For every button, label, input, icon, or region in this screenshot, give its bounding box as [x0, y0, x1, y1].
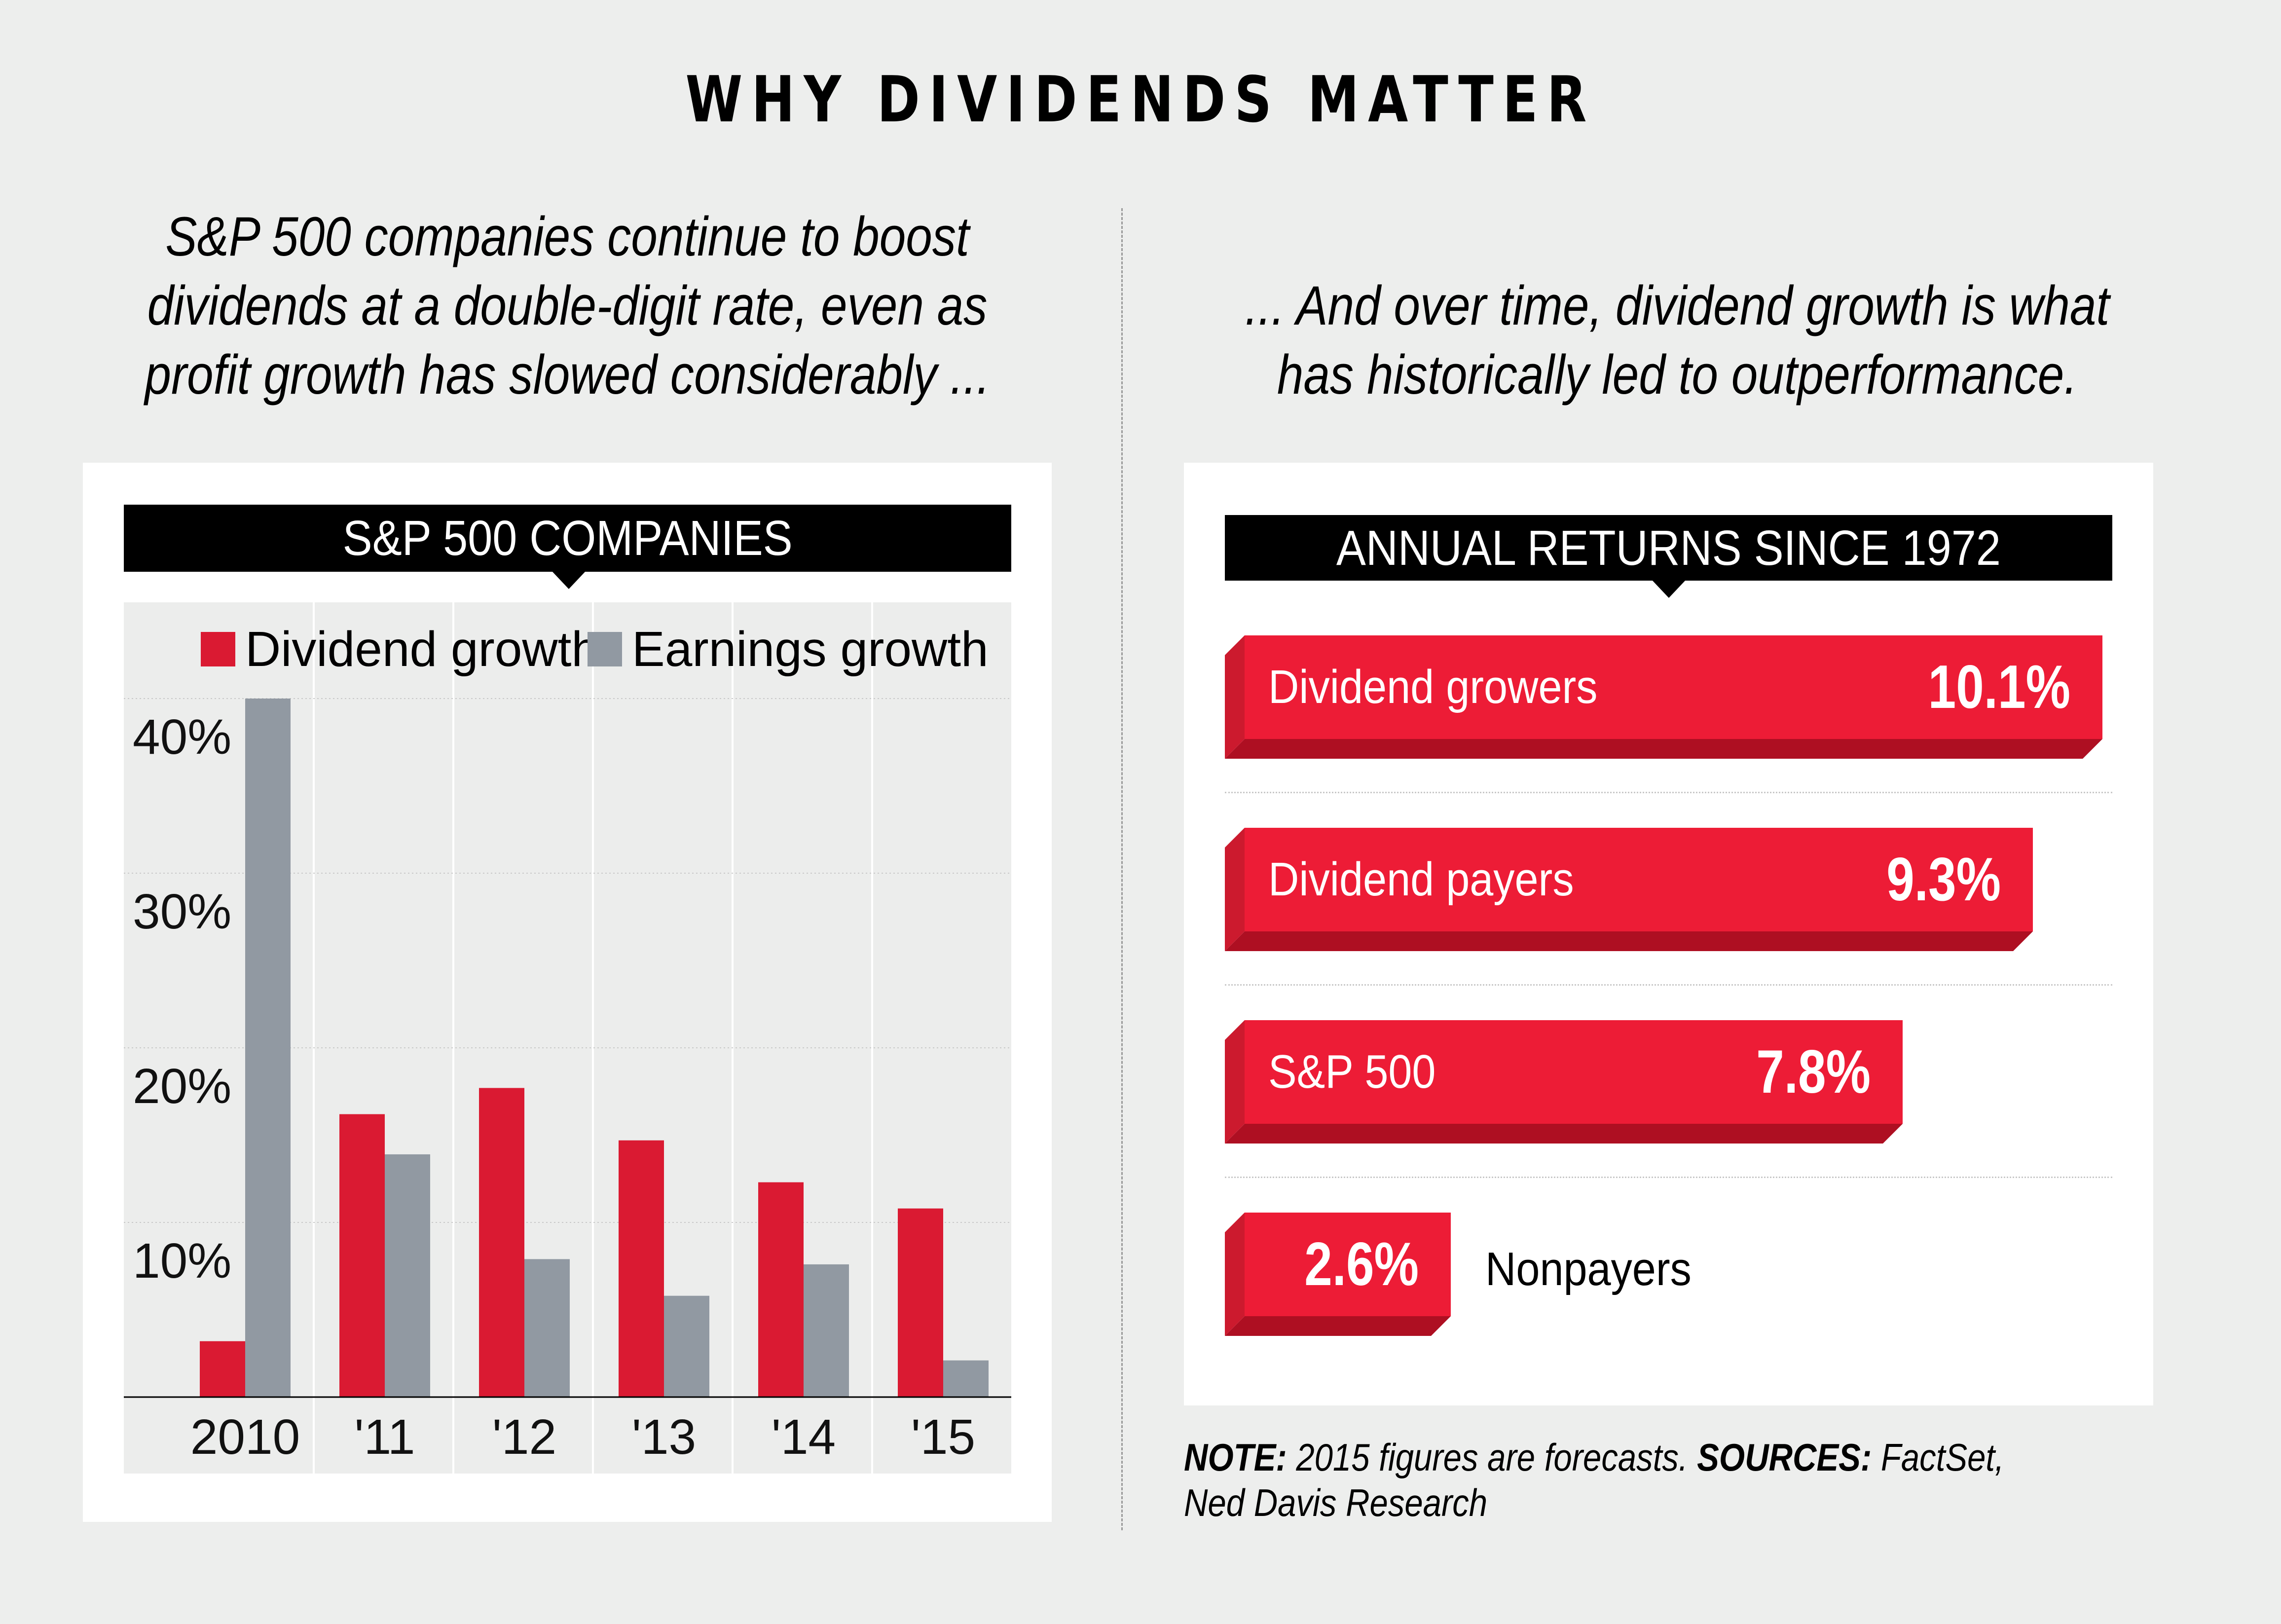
bar-dividend-growth	[339, 1114, 385, 1397]
returns-title-bar: ANNUAL RETURNS SINCE 1972	[1225, 515, 2112, 581]
left-subtitle: S&P 500 companies continue to boost divi…	[130, 202, 1004, 409]
bar-earnings-growth	[804, 1264, 849, 1397]
return-bar-shape	[1225, 1213, 1451, 1336]
x-tick-label: 2010	[190, 1409, 300, 1465]
x-tick-label: '14	[772, 1409, 836, 1465]
bar-earnings-growth	[245, 699, 291, 1397]
return-value: 2.6%	[1304, 1230, 1419, 1298]
left-subtitle-line: profit growth has slowed considerably ..…	[145, 344, 990, 406]
return-bar-shape	[1225, 828, 2033, 951]
bar-earnings-growth	[664, 1295, 709, 1397]
left-subtitle-line: S&P 500 companies continue to boost	[165, 206, 969, 267]
legend-item-earnings: Earnings growth	[588, 622, 989, 676]
bar-dividend-growth	[479, 1088, 524, 1397]
bar-dividend-growth	[898, 1208, 943, 1397]
bar-chart-svg: 10% 20% 30% 40% 2010 '11 '12 '13 '14 '15	[124, 602, 1011, 1474]
bar-dividend-growth	[619, 1140, 664, 1397]
return-label: S&P 500	[1268, 1045, 1436, 1098]
bar-bottom	[1225, 1124, 1903, 1144]
sources-label: SOURCES:	[1697, 1436, 1872, 1479]
row-separator	[1225, 984, 2112, 986]
chart-title-bar: S&P 500 COMPANIES	[124, 505, 1011, 572]
chart-title: S&P 500 COMPANIES	[342, 511, 793, 566]
x-tick-label: '15	[911, 1409, 975, 1465]
return-label: Dividend payers	[1268, 853, 1574, 906]
chart-title-pointer-icon	[552, 571, 586, 589]
sources-text: FactSet, Ned Davis Research	[1184, 1436, 2004, 1524]
return-bar	[1225, 1213, 1451, 1336]
bar-side	[1225, 635, 1245, 759]
note-text: 2015 figures are forecasts.	[1287, 1436, 1697, 1479]
legend-swatch-dividend	[201, 632, 235, 666]
bar-side	[1225, 828, 1245, 951]
left-subtitle-line: dividends at a double-digit rate, even a…	[147, 275, 988, 336]
bar-dividend-growth	[200, 1341, 245, 1397]
y-tick-label: 10%	[133, 1233, 231, 1289]
bar-side	[1225, 1213, 1245, 1336]
return-bar-shape	[1225, 1020, 1903, 1144]
bar-earnings-growth	[524, 1259, 570, 1397]
legend-label-dividend: Dividend growth	[245, 622, 599, 677]
bar-face	[1245, 635, 2102, 739]
return-value: 7.8%	[1756, 1038, 1871, 1106]
bar-face	[1245, 1213, 1451, 1316]
return-row: 10.1% Dividend growers	[1225, 635, 2281, 759]
return-bar-shape	[1225, 635, 2102, 759]
returns-title: ANNUAL RETURNS SINCE 1972	[1336, 520, 2001, 576]
x-tick-label: '11	[355, 1409, 415, 1465]
main-title: WHY DIVIDENDS MATTER	[685, 63, 1596, 137]
footnote: NOTE: 2015 figures are forecasts. SOURCE…	[1184, 1435, 2032, 1525]
right-subtitle-line: ... And over time, dividend growth is wh…	[1245, 275, 2110, 336]
return-bar	[1225, 1020, 1903, 1144]
row-separator	[1225, 792, 2112, 793]
bar-face	[1245, 828, 2033, 931]
bar-side	[1225, 1020, 1245, 1144]
column-divider	[1121, 208, 1123, 1530]
bar-earnings-growth	[385, 1154, 430, 1397]
bar-face	[1245, 1020, 1903, 1124]
bar-chart-plot: 10% 20% 30% 40% 2010 '11 '12 '13 '14 '15 Dividend…	[124, 602, 1011, 1474]
right-subtitle: ... And over time, dividend growth is wh…	[1232, 271, 2123, 409]
return-row: 2.6% Nonpayers	[1225, 1213, 1796, 1336]
note-label: NOTE:	[1184, 1436, 1287, 1479]
legend-label-earnings: Earnings growth	[632, 622, 989, 677]
bar-bottom	[1225, 739, 2102, 759]
returns-title-pointer-icon	[1652, 580, 1686, 598]
return-value: 9.3%	[1886, 846, 2001, 914]
y-tick-label: 40%	[133, 709, 231, 765]
return-row: 9.3% Dividend payers	[1225, 828, 2281, 951]
y-tick-label: 30%	[133, 884, 231, 939]
return-label: Dividend growers	[1268, 661, 1598, 713]
bar-bottom	[1225, 1316, 1451, 1336]
bar-earnings-growth	[943, 1360, 989, 1397]
x-tick-label: '13	[632, 1409, 696, 1465]
y-tick-label: 20%	[133, 1059, 231, 1114]
return-bar	[1225, 635, 2102, 759]
return-value: 10.1%	[1928, 653, 2070, 721]
row-separator	[1225, 1177, 2112, 1178]
return-label: Nonpayers	[1485, 1243, 1692, 1295]
x-tick-label: '12	[492, 1409, 556, 1465]
bar-bottom	[1225, 931, 2033, 951]
bar-dividend-growth	[758, 1182, 804, 1397]
legend-swatch-earnings	[588, 632, 622, 666]
right-subtitle-line: has historically led to outperformance.	[1277, 344, 2078, 406]
return-bar	[1225, 828, 2033, 951]
legend-item-dividend: Dividend growth	[201, 622, 599, 676]
return-row: 7.8% S&P 500	[1225, 1020, 2248, 1144]
